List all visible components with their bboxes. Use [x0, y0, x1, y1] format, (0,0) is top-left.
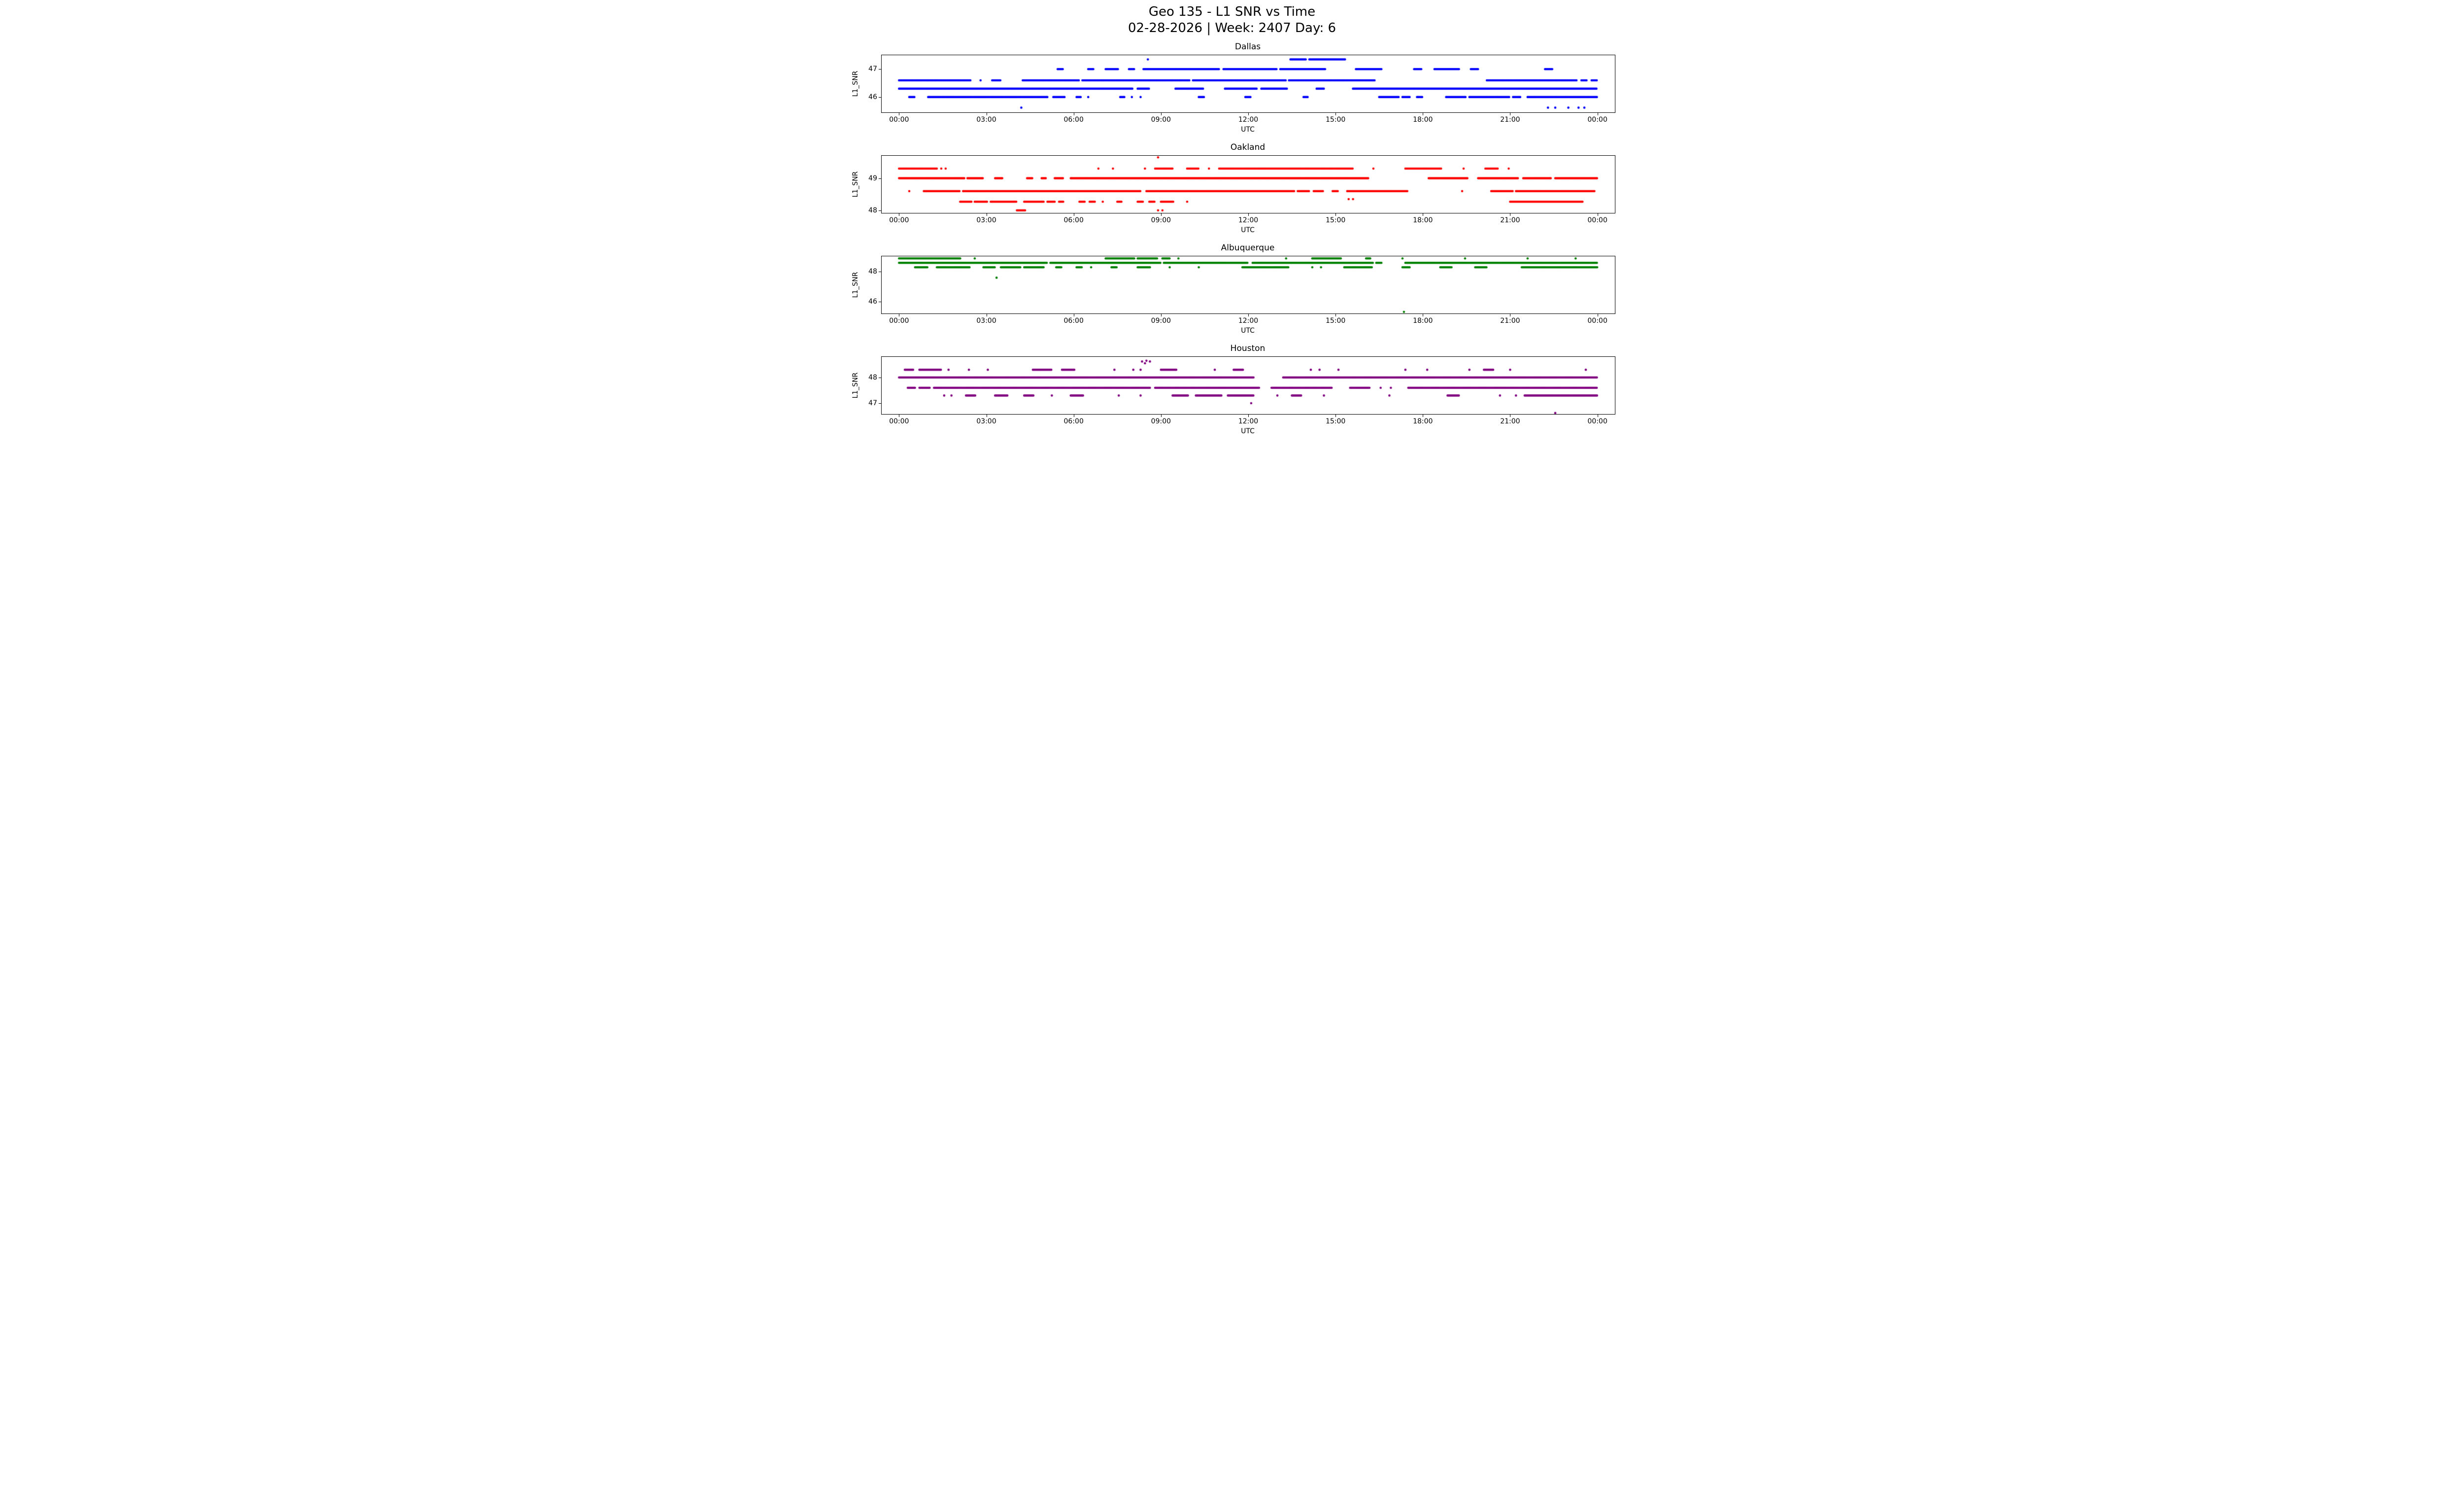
x-tick-label: 21:00: [1500, 216, 1520, 224]
x-tick-label: 09:00: [1151, 317, 1171, 325]
plot-area: [881, 356, 1615, 415]
x-axis-label: UTC: [1241, 126, 1255, 134]
plot-area: [881, 155, 1615, 213]
x-tick-label: 03:00: [976, 417, 996, 425]
x-tick-label: 12:00: [1238, 116, 1259, 124]
y-tick-mark: [879, 403, 881, 404]
x-tick-label: 00:00: [1587, 317, 1608, 325]
x-tick-label: 03:00: [976, 317, 996, 325]
x-tick-label: 15:00: [1325, 116, 1346, 124]
x-tick-mark: [1161, 213, 1162, 216]
x-tick-label: 00:00: [889, 116, 909, 124]
x-tick-label: 12:00: [1238, 216, 1259, 224]
x-tick-label: 03:00: [976, 216, 996, 224]
chart-oakland: Oakland L1_SNR 00:00 03:00 06:00 09:00 12:00…: [848, 142, 1616, 236]
x-tick-mark: [1161, 113, 1162, 115]
figure: Geo 135 - L1 SNR vs Time 02-28-2026 | We…: [848, 0, 1616, 437]
y-tick-mark: [879, 97, 881, 98]
figure-title-line1: Geo 135 - L1 SNR vs Time: [1148, 4, 1316, 19]
y-axis-label: L1_SNR: [852, 70, 859, 97]
x-tick-label: 03:00: [976, 116, 996, 124]
x-tick-label: 09:00: [1151, 116, 1171, 124]
x-tick-label: 06:00: [1063, 317, 1084, 325]
x-tick-label: 06:00: [1063, 417, 1084, 425]
x-tick-label: 12:00: [1238, 417, 1259, 425]
x-tick-label: 06:00: [1063, 116, 1084, 124]
y-tick-label: 48: [868, 373, 877, 382]
y-tick-label: 46: [868, 297, 877, 306]
y-tick-label: 49: [868, 174, 877, 182]
y-tick-label: 48: [868, 206, 877, 214]
x-tick-label: 00:00: [889, 317, 909, 325]
y-tick-label: 48: [868, 268, 877, 276]
chart-title: Albuquerque: [1221, 243, 1275, 253]
x-tick-mark: [1335, 415, 1336, 417]
y-axis-label: L1_SNR: [852, 372, 859, 399]
x-tick-label: 00:00: [889, 417, 909, 425]
y-tick-mark: [879, 178, 881, 179]
figure-title: Geo 135 - L1 SNR vs Time 02-28-2026 | We…: [848, 4, 1616, 36]
x-tick-mark: [1248, 213, 1249, 216]
y-axis-label: L1_SNR: [852, 272, 859, 298]
x-tick-label: 09:00: [1151, 216, 1171, 224]
x-tick-mark: [1335, 213, 1336, 216]
x-tick-mark: [1161, 314, 1162, 316]
x-tick-mark: [1248, 113, 1249, 115]
x-tick-label: 18:00: [1413, 116, 1433, 124]
x-tick-label: 00:00: [1587, 116, 1608, 124]
y-tick-label: 47: [868, 399, 877, 408]
plot-area: [881, 55, 1615, 113]
x-tick-label: 18:00: [1413, 417, 1433, 425]
x-tick-mark: [1335, 314, 1336, 316]
scatter-canvas: [882, 256, 1615, 313]
chart-albuquerque: Albuquerque L1_SNR 00:00 03:00 06:00 09:00 1…: [848, 243, 1616, 337]
chart-dallas: Dallas L1_SNR 00:00 03:00 06:00 09:00 12:00 1…: [848, 42, 1616, 136]
plot-area: [881, 256, 1615, 314]
x-tick-mark: [1248, 314, 1249, 316]
x-axis-label: UTC: [1241, 427, 1255, 435]
x-tick-mark: [1248, 415, 1249, 417]
x-tick-label: 21:00: [1500, 317, 1520, 325]
x-tick-label: 15:00: [1325, 417, 1346, 425]
x-tick-label: 09:00: [1151, 417, 1171, 425]
x-tick-label: 00:00: [1587, 417, 1608, 425]
x-tick-mark: [1161, 415, 1162, 417]
scatter-canvas: [882, 357, 1615, 414]
x-axis-label: UTC: [1241, 327, 1255, 335]
chart-houston: Houston L1_SNR 00:00 03:00 06:00 09:00 12:00…: [848, 344, 1616, 437]
chart-title: Houston: [1230, 344, 1266, 353]
y-tick-label: 47: [868, 65, 877, 73]
figure-title-line2: 02-28-2026 | Week: 2407 Day: 6: [1128, 20, 1336, 35]
y-axis-label: L1_SNR: [852, 171, 859, 198]
x-tick-label: 21:00: [1500, 116, 1520, 124]
x-tick-label: 15:00: [1325, 317, 1346, 325]
x-tick-label: 21:00: [1500, 417, 1520, 425]
y-tick-mark: [879, 69, 881, 70]
scatter-canvas: [882, 55, 1615, 112]
x-tick-label: 12:00: [1238, 317, 1259, 325]
chart-title: Oakland: [1230, 142, 1266, 152]
y-tick-label: 46: [868, 93, 877, 101]
x-tick-label: 00:00: [889, 216, 909, 224]
x-tick-label: 00:00: [1587, 216, 1608, 224]
x-tick-label: 06:00: [1063, 216, 1084, 224]
y-tick-mark: [879, 210, 881, 211]
x-tick-mark: [1335, 113, 1336, 115]
scatter-canvas: [882, 156, 1615, 213]
x-tick-label: 18:00: [1413, 216, 1433, 224]
chart-title: Dallas: [1234, 42, 1261, 52]
x-tick-label: 18:00: [1413, 317, 1433, 325]
x-tick-label: 15:00: [1325, 216, 1346, 224]
x-axis-label: UTC: [1241, 226, 1255, 234]
